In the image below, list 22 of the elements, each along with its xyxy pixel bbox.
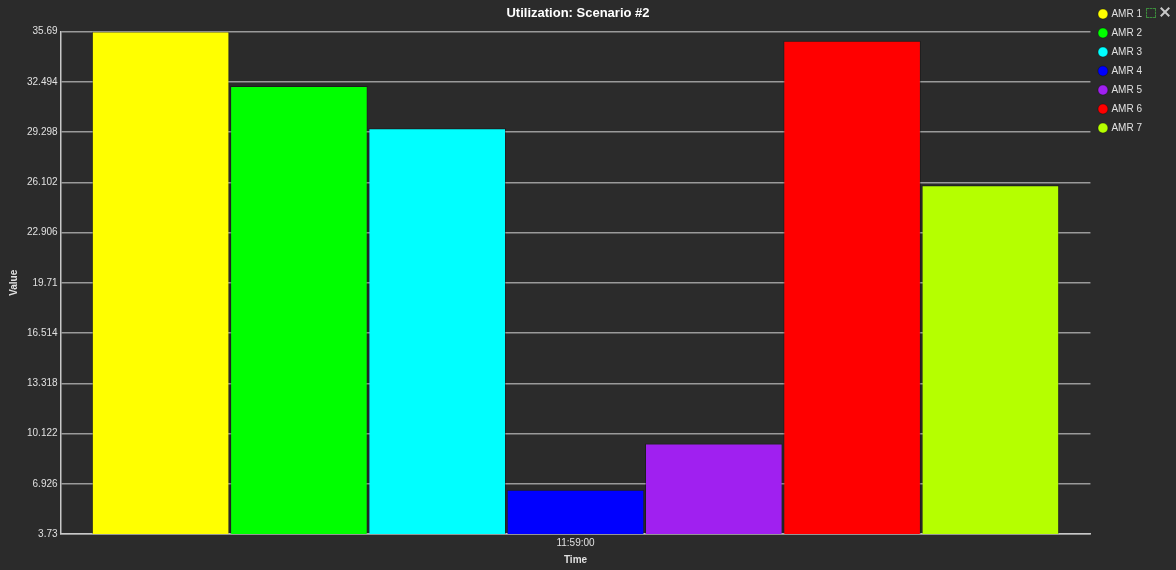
y-tick-label: 10.122 [26, 427, 59, 439]
legend-label: AMR 6 [1111, 102, 1143, 114]
y-tick-label: 3.73 [38, 527, 59, 539]
y-tick-label: 22.906 [26, 226, 59, 238]
y-tick-label: 32.494 [26, 75, 59, 87]
y-tick-label: 6.926 [32, 477, 59, 489]
y-tick-label: 16.514 [26, 326, 59, 338]
legend-label: AMR 2 [1111, 26, 1143, 38]
legend-label: AMR 4 [1111, 64, 1143, 76]
legend-label: AMR 5 [1111, 83, 1143, 95]
x-tick-label: 11:59:00 [556, 536, 596, 548]
x-axis-title: Time [563, 553, 588, 565]
legend-label: AMR 1 [1111, 7, 1143, 19]
y-tick-label: 19.71 [32, 276, 59, 288]
y-tick-label: 13.318 [26, 377, 59, 389]
y-tick-label: 29.298 [26, 125, 59, 137]
y-axis-title: Value [7, 269, 19, 296]
y-tick-label: 26.102 [26, 176, 59, 188]
y-tick-label: 35.69 [32, 25, 59, 37]
legend-label: AMR 7 [1111, 121, 1143, 133]
legend-label: AMR 3 [1111, 45, 1143, 57]
chart-title: Utilization: Scenario #2 [506, 5, 650, 21]
